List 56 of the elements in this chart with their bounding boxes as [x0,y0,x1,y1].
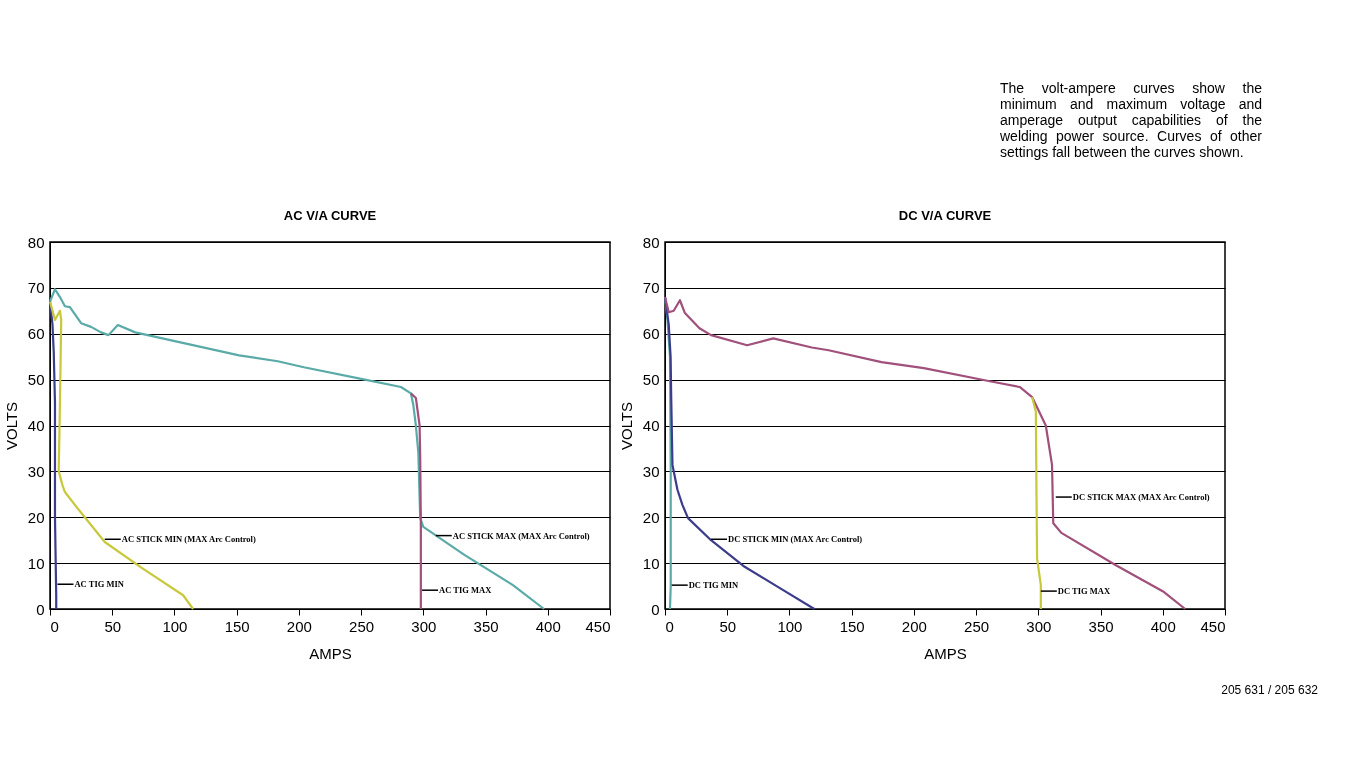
y-tick-label: 20 [27,508,45,526]
annotation: DC STICK MAX (MAX Arc Control) [1072,492,1210,503]
x-tick-label: 400 [1150,617,1176,635]
y-tick-label: 70 [27,279,45,297]
y-tick-label: 80 [642,233,660,251]
line-series [1031,395,1042,611]
x-tick-label: 450 [585,617,611,635]
x-tick-label: 50 [104,617,122,635]
annotation: DC TIG MAX [1057,586,1111,597]
y-tick-label: 70 [642,279,660,297]
y-tick-label: 60 [27,325,45,343]
x-tick-label: 50 [719,617,737,635]
annotation: AC STICK MAX (MAX Arc Control) [452,530,590,541]
y-tick-label: 20 [642,508,660,526]
x-axis-title: AMPS [309,644,352,662]
y-tick-label: 60 [642,325,660,343]
y-tick-label: 40 [642,417,660,434]
x-tick-label: 0 [665,617,674,635]
y-tick-label: 40 [27,417,45,434]
y-tick-label: 10 [642,554,660,572]
y-tick-label: 80 [27,233,45,251]
line-series [409,392,422,611]
annotation: AC STICK MIN (MAX Arc Control) [121,534,256,545]
x-tick-label: 150 [839,617,865,635]
annotation: AC TIG MAX [439,585,493,596]
x-tick-label: 350 [1088,617,1114,635]
y-tick-label: 30 [642,462,660,480]
x-tick-label: 200 [286,617,312,635]
x-tick-label: 150 [224,617,250,635]
chart-title: AC V/A CURVE [283,208,377,223]
x-tick-label: 100 [777,617,803,635]
text: The volt-ampere curves show the minimum and maximum voltage and amperage output capabilities of the welding power source. Curves of other settings fall between the curves shown. [1000,80,1262,160]
x-tick-label: 0 [50,617,59,635]
y-axis-title: VOLTS [2,401,20,451]
x-tick-label: 250 [349,617,375,635]
x-tick-label: 350 [473,617,499,635]
chart-title: DC V/A CURVE [898,208,992,223]
x-tick-label: 450 [1200,617,1226,635]
y-tick-label: 30 [27,462,45,480]
x-tick-label: 100 [162,617,188,635]
x-tick-label: 200 [901,617,927,635]
y-tick-label: 50 [27,371,45,389]
y-tick-label: 50 [642,371,660,389]
y-tick-label: 0 [36,600,45,618]
y-tick-label: 0 [651,600,660,618]
annotation: DC TIG MIN [688,580,740,591]
annotation: DC STICK MIN (MAX Arc Control) [728,534,863,545]
x-axis-title: AMPS [924,644,967,662]
text: 205 631 / 205 632 [1221,682,1318,698]
y-axis-title: VOLTS [617,401,635,451]
annotation: AC TIG MIN [74,579,125,590]
x-tick-label: 300 [411,617,437,635]
x-tick-label: 300 [1026,617,1052,635]
y-tick-label: 10 [27,554,45,572]
x-tick-label: 400 [535,617,561,635]
x-tick-label: 250 [964,617,990,635]
